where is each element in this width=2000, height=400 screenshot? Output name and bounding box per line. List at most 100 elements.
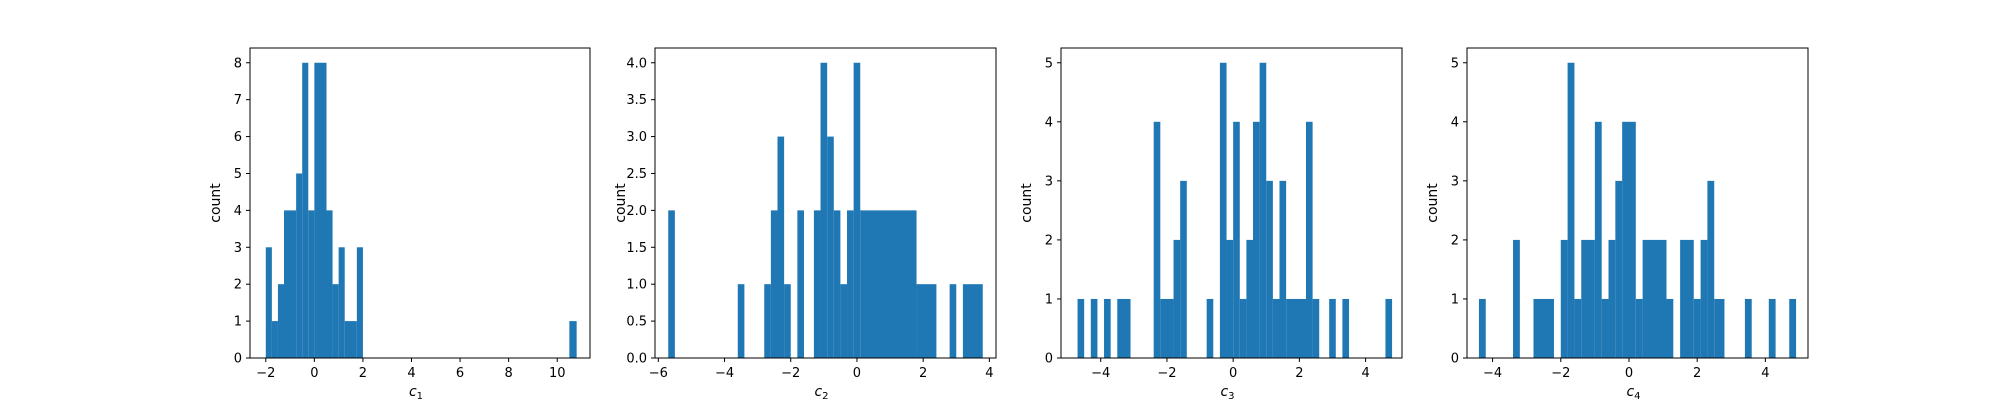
histogram-bar xyxy=(764,284,771,358)
histogram-bar xyxy=(962,284,983,358)
histogram-bar xyxy=(271,321,278,358)
axes-frame xyxy=(654,47,997,359)
x-tick-label: 0 xyxy=(853,366,861,381)
histogram-bar xyxy=(777,136,785,358)
histogram-bar xyxy=(296,173,303,358)
x-tick-label: −4 xyxy=(715,366,734,381)
axes-frame xyxy=(1466,47,1809,359)
histogram-bar xyxy=(1574,298,1582,358)
histogram-bar xyxy=(1253,121,1260,358)
histogram-bar xyxy=(1594,121,1602,358)
x-tick-label: 2 xyxy=(359,366,367,381)
x-tick-label: 2 xyxy=(919,366,927,381)
histogram-bar xyxy=(1642,239,1667,358)
x-axis-label: c4 xyxy=(1626,384,1640,400)
x-tick-label: 0 xyxy=(1625,366,1633,381)
histogram-bar xyxy=(1666,298,1674,358)
x-tick-label: 8 xyxy=(505,366,513,381)
histogram-bar xyxy=(1513,239,1520,358)
histogram-bar xyxy=(1560,239,1568,358)
histogram-bar xyxy=(1342,298,1350,358)
y-axis-label: count xyxy=(613,183,629,223)
histogram-bar xyxy=(1246,239,1254,358)
histogram-bar xyxy=(1104,298,1111,358)
histogram-bar xyxy=(847,210,854,358)
histogram-bar xyxy=(265,247,272,358)
histogram-bar xyxy=(1533,298,1554,358)
histogram-bar xyxy=(344,321,357,358)
histogram-bar xyxy=(1693,298,1701,358)
histogram-bar xyxy=(916,284,937,358)
histogram-bar xyxy=(1180,180,1187,358)
histogram-bar xyxy=(302,62,309,358)
histogram-bar xyxy=(853,62,861,358)
histogram-bar xyxy=(770,210,778,358)
y-tick-label: 4 xyxy=(234,204,242,219)
y-tick-label: 0.5 xyxy=(626,315,647,330)
histogram-bar xyxy=(1714,298,1725,358)
y-tick-label: 3 xyxy=(234,241,242,256)
histogram-bar xyxy=(1385,298,1393,358)
histogram-bar xyxy=(784,284,791,358)
histogram-bar xyxy=(1478,298,1486,358)
y-axis-label: count xyxy=(1019,183,1035,223)
histogram-bar xyxy=(1680,239,1694,358)
y-tick-label: 4.0 xyxy=(626,56,647,71)
histogram-bar xyxy=(1581,239,1595,358)
y-tick-label: 1.5 xyxy=(626,241,647,256)
y-tick-label: 2 xyxy=(1045,233,1053,248)
histogram-bar xyxy=(1272,298,1280,358)
x-tick-label: −2 xyxy=(781,366,800,381)
x-tick-label: 10 xyxy=(549,366,566,381)
histogram-bar xyxy=(1219,62,1227,358)
histogram-bar xyxy=(1567,62,1575,358)
y-tick-label: 0.0 xyxy=(626,352,647,367)
histogram-bar xyxy=(1226,239,1234,358)
x-tick-label: 4 xyxy=(1361,366,1369,381)
x-tick-label: 6 xyxy=(456,366,464,381)
x-tick-label: 4 xyxy=(985,366,993,381)
histogram-bar xyxy=(737,284,745,358)
y-tick-label: 8 xyxy=(234,56,242,71)
histogram-bar xyxy=(797,210,804,358)
histogram-panel-1: −2 0 2 4 6 8 10 0 1 2 3 4 5 6 7 8 c1 count xyxy=(208,47,591,400)
histogram-bar xyxy=(668,210,675,358)
y-tick-label: 1 xyxy=(1045,292,1053,307)
histogram-bar xyxy=(1707,180,1715,358)
y-tick-label: 3 xyxy=(1451,174,1459,189)
histogram-bar xyxy=(1090,298,1098,358)
y-tick-label: 3 xyxy=(1045,174,1053,189)
y-tick-label: 5 xyxy=(234,167,242,182)
histogram-bar xyxy=(1305,121,1313,358)
histogram-bar xyxy=(1601,298,1609,358)
histogram-bar xyxy=(1206,298,1214,358)
y-tick-label: 4 xyxy=(1045,115,1053,130)
histogram-bar xyxy=(1615,180,1623,358)
y-tick-label: 2.5 xyxy=(626,167,647,182)
x-tick-label: 2 xyxy=(1295,366,1303,381)
histogram-bar xyxy=(1635,298,1643,358)
histogram-bar xyxy=(1768,298,1776,358)
y-tick-label: 6 xyxy=(234,130,242,145)
x-tick-label: −2 xyxy=(256,366,275,381)
y-tick-label: 5 xyxy=(1045,56,1053,71)
axes-frame xyxy=(1060,47,1403,359)
histogram-bar xyxy=(308,210,315,358)
histogram-bar xyxy=(1239,298,1247,358)
histogram-panel-2: −6 −4 −2 0 2 4 0.0 0.5 1.0 1.5 2.0 2.5 3.0 3.5 4.0 c2 co… xyxy=(613,47,997,400)
histogram-bar xyxy=(1233,121,1240,358)
histogram-bar xyxy=(1153,121,1161,358)
histogram-bar xyxy=(1160,298,1174,358)
x-tick-label: −2 xyxy=(1157,366,1176,381)
x-tick-label: 0 xyxy=(1229,366,1237,381)
x-axis-label: c1 xyxy=(409,384,423,400)
y-axis-label: count xyxy=(1425,183,1441,223)
x-tick-label: 4 xyxy=(407,366,415,381)
histogram-bar xyxy=(1329,298,1336,358)
x-tick-label: −4 xyxy=(1091,366,1110,381)
y-tick-label: 3.5 xyxy=(626,93,647,108)
y-tick-label: 0 xyxy=(1045,352,1053,367)
histogram-panel-4: −4 −2 0 2 4 0 1 2 3 4 5 c4 count xyxy=(1425,47,1809,400)
histogram-bar xyxy=(1259,62,1267,358)
